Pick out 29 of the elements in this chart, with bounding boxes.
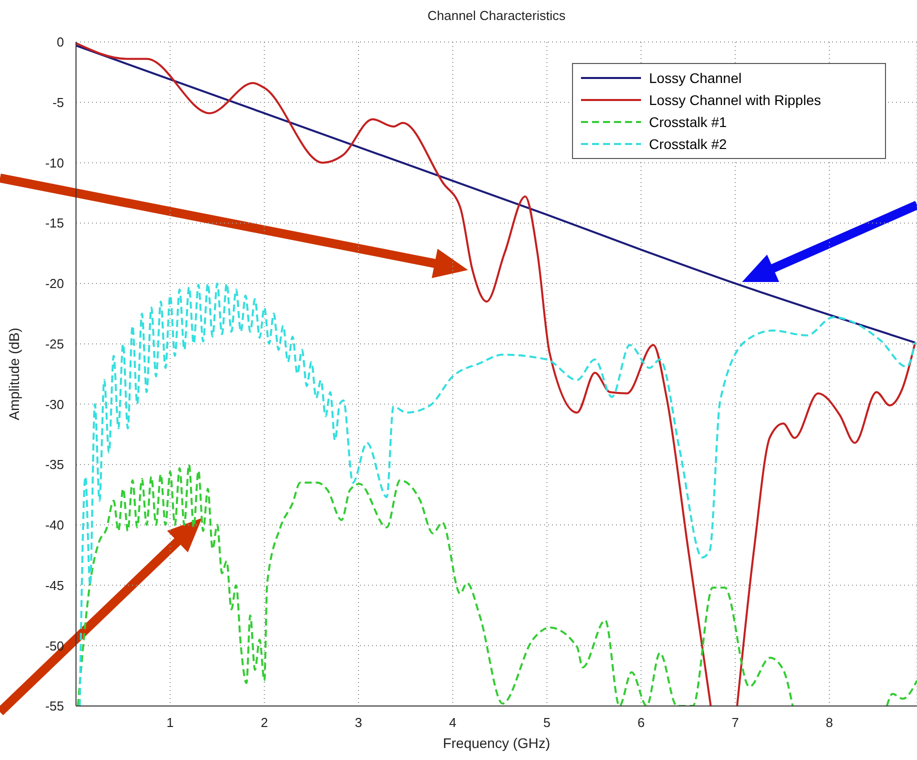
y-tick-label: -20	[45, 276, 64, 292]
y-tick-label: -35	[45, 457, 64, 472]
y-tick-label: -50	[45, 638, 64, 654]
y-tick-label: -55	[45, 698, 64, 714]
y-tick-label: -25	[45, 336, 64, 352]
x-tick-label: 1	[166, 715, 174, 730]
line-series	[76, 44, 916, 344]
x-tick-label: 4	[449, 715, 456, 730]
y-tick-label: -10	[45, 155, 64, 170]
x-axis-title: Frequency (GHz)	[442, 735, 550, 751]
x-tick-label: 8	[826, 715, 834, 730]
y-tick-label: -30	[45, 396, 64, 412]
x-tick-label: 2	[260, 715, 268, 730]
line-series	[78, 282, 916, 706]
x-tick-label: 7	[732, 715, 739, 730]
legend-label: Lossy Channel with Ripples	[649, 92, 821, 108]
chart-title: Channel Characteristics	[426, 8, 566, 23]
x-tick-label: 3	[354, 715, 362, 730]
y-tick-label: -45	[45, 578, 64, 593]
y-tick-label: 0	[56, 34, 64, 50]
legend-label: Crosstalk #2	[649, 136, 727, 152]
y-tick-label: -40	[45, 518, 64, 533]
y-tick-label: -15	[45, 216, 64, 231]
y-axis-title: Amplitude (dB)	[6, 328, 22, 420]
legend-label: Lossy Channel	[649, 70, 742, 86]
x-tick-label: 6	[637, 715, 645, 730]
y-tick-label: -5	[52, 94, 64, 110]
x-tick-label: 5	[543, 715, 550, 730]
legend-label: Crosstalk #1	[649, 114, 727, 130]
